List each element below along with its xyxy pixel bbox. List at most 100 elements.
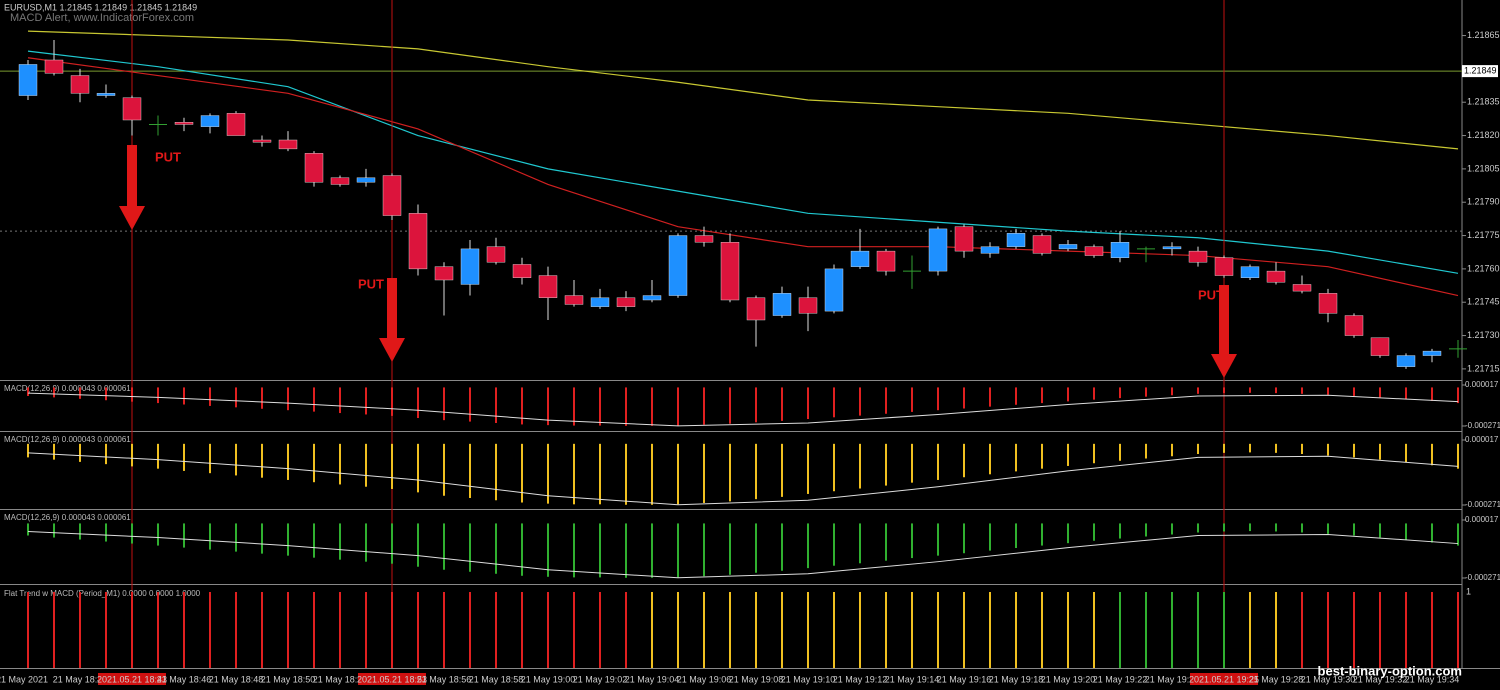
current-price-tag — [1462, 65, 1498, 78]
time-label: 21 May 18:42 — [53, 674, 108, 684]
candle-body — [18, 64, 38, 96]
candle-body — [1422, 350, 1442, 356]
y-tick-label: 1.21790 — [1467, 197, 1500, 207]
candle-body — [590, 297, 610, 307]
time-label: 21 May 19:04 — [625, 674, 680, 684]
candle-body — [1084, 246, 1104, 256]
put-arrow-head — [119, 206, 145, 230]
candle-body — [1188, 250, 1208, 263]
candle-body — [1006, 233, 1026, 247]
y-tick-label: 1.21730 — [1467, 330, 1500, 340]
time-label: 21 May 18:46 — [157, 674, 212, 684]
candle-body — [642, 295, 662, 301]
y-tick-label: 1.21775 — [1467, 230, 1500, 240]
y-tick-label: -0.000271 — [1465, 573, 1500, 582]
y-tick-label: 1.21745 — [1467, 297, 1500, 307]
put-arrow-shaft — [1219, 285, 1229, 356]
candle-body — [1214, 257, 1234, 276]
moving-average — [27, 30, 1459, 150]
candle-body — [200, 115, 220, 127]
candle-body — [694, 235, 714, 243]
watermark: best-binary-option.com — [1318, 663, 1462, 678]
time-label: 21 May 18:52 — [313, 674, 368, 684]
candle-body — [252, 139, 272, 143]
signal-label: PUT — [155, 149, 181, 164]
candle-body — [1240, 266, 1260, 278]
time-label: 21 May 19:08 — [729, 674, 784, 684]
y-tick-label: 1.21835 — [1467, 97, 1500, 107]
pane-title: MACD(12,26,9) 0.000043 0.000061 — [4, 435, 131, 444]
candle-body — [122, 97, 142, 121]
candle-body — [1266, 270, 1286, 283]
time-label: 2021.05.21 19:25 — [1189, 674, 1259, 684]
candle-body — [1058, 244, 1078, 250]
candle-body — [824, 268, 844, 312]
candle-body — [356, 177, 376, 183]
pane-title: MACD(12,26,9) 0.000043 0.000061 — [4, 513, 131, 522]
time-label: 21 May 18:48 — [209, 674, 264, 684]
candle-body — [96, 93, 116, 96]
candle-body — [486, 246, 506, 263]
pane-title: MACD(12,26,9) 0.000043 0.000061 — [4, 384, 131, 393]
time-label: 21 May 19:16 — [937, 674, 992, 684]
time-label: 21 May 18:58 — [469, 674, 524, 684]
candle-body — [746, 297, 766, 321]
time-label: 21 May 19:12 — [833, 674, 888, 684]
signal-label: PUT — [358, 276, 384, 291]
candle-body — [772, 293, 792, 316]
macd-signal-line — [27, 530, 1459, 579]
moving-average — [27, 50, 1459, 274]
time-label: 21 May 2021 — [0, 674, 48, 684]
candle-body — [1292, 284, 1312, 292]
time-label: 21 May 19:32 — [1353, 674, 1408, 684]
pane-title: Flat Trend w MACD (Period_M1) 0.0000 0.0… — [4, 589, 201, 598]
put-arrow-shaft — [387, 278, 397, 340]
candle-body — [1344, 315, 1364, 336]
put-arrow-head — [1211, 354, 1237, 378]
candle-body — [850, 250, 870, 267]
y-tick-label: 0.000017 — [1465, 380, 1499, 389]
time-label: 21 May 19:22 — [1093, 674, 1148, 684]
candle-body — [720, 242, 740, 301]
candle-body — [616, 297, 636, 307]
time-label: 21 May 19:24 — [1145, 674, 1200, 684]
current-price-label: 1.21849 — [1464, 65, 1497, 75]
candle-body — [408, 213, 428, 270]
symbol-header: EURUSD,M1 1.21845 1.21849 1.21845 1.2184… — [4, 2, 197, 12]
y-tick-label: 1.21760 — [1467, 263, 1500, 273]
time-label: 2021.05.21 18:43 — [97, 674, 167, 684]
time-label: 21 May 19:20 — [1041, 674, 1096, 684]
time-label: 2021.05.21 18:53 — [357, 674, 427, 684]
candle-body — [226, 113, 246, 136]
y-tick-label: 1 — [1466, 586, 1471, 596]
candle-body — [876, 250, 896, 272]
candle-body — [434, 266, 454, 281]
macd-signal-line — [27, 452, 1459, 506]
time-label: 21 May 19:06 — [677, 674, 732, 684]
put-arrow-head — [379, 338, 405, 362]
time-label: 21 May 19:18 — [989, 674, 1044, 684]
signal-time-box — [1190, 673, 1258, 685]
candle-body — [382, 175, 402, 216]
candle-body — [564, 295, 584, 305]
time-label: 21 May 18:56 — [417, 674, 472, 684]
time-label: 21 May 19:00 — [521, 674, 576, 684]
candle-body — [278, 139, 298, 150]
y-tick-label: 1.21805 — [1467, 163, 1500, 173]
candle-body — [44, 59, 64, 74]
candle-body — [954, 226, 974, 252]
macd-signal-line — [27, 392, 1459, 427]
candle-body — [1162, 246, 1182, 250]
y-tick-label: -0.000271 — [1465, 421, 1500, 430]
candle-body — [1032, 235, 1052, 254]
y-tick-label: 0.000017 — [1465, 435, 1499, 444]
candle-body — [70, 75, 90, 94]
candle-body — [512, 264, 532, 278]
time-label: 21 May 19:14 — [885, 674, 940, 684]
time-label: 21 May 19:28 — [1249, 674, 1304, 684]
candle-body — [304, 153, 324, 183]
